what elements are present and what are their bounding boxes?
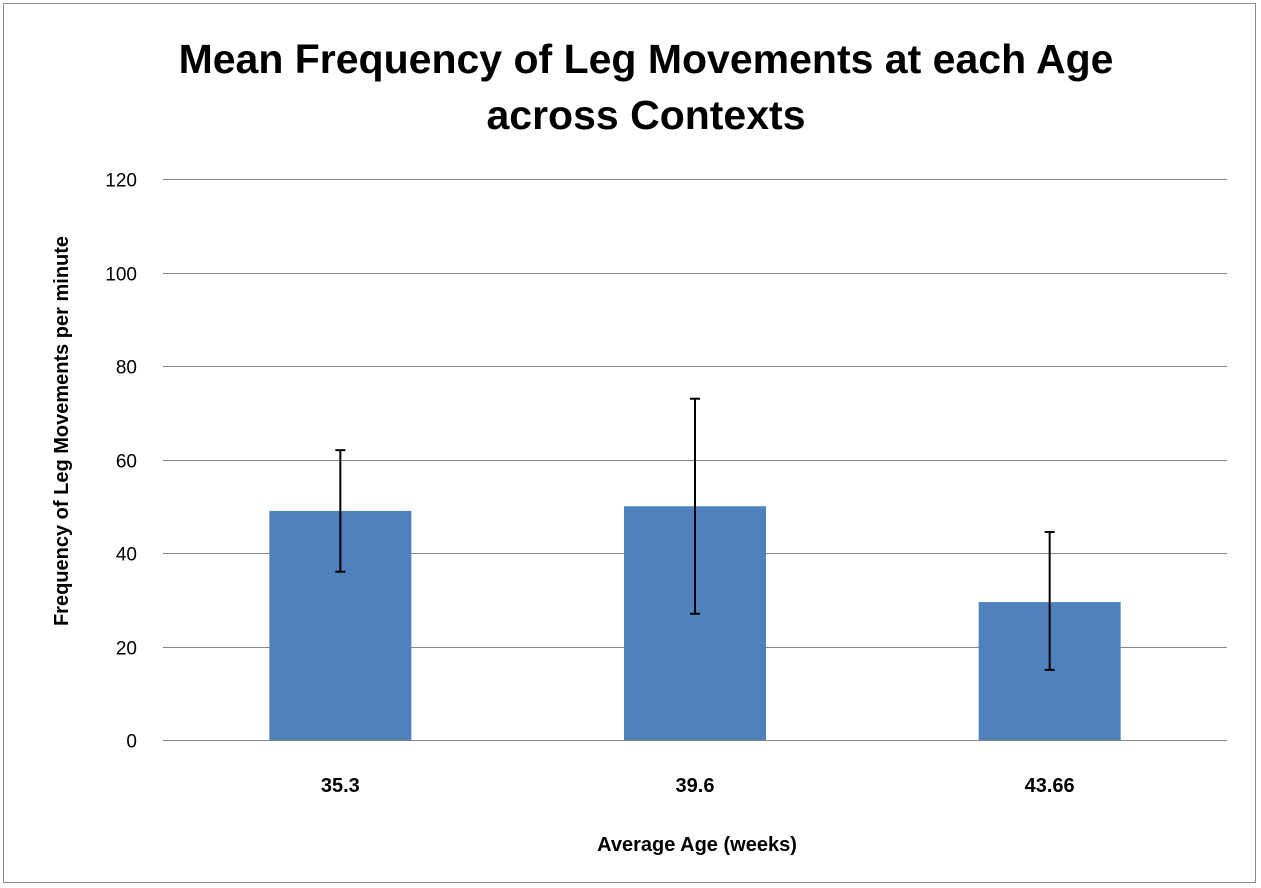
y-axis-tick-labels: 0 20 40 60 80 100 120 — [105, 171, 137, 753]
x-category-label: 43.66 — [1025, 775, 1075, 797]
y-axis-title: Frequency of Leg Movements per minute — [51, 236, 73, 626]
y-tick-label: 0 — [126, 732, 137, 753]
y-tick-label: 120 — [105, 171, 137, 192]
chart-title-line-2: across Contexts — [486, 92, 805, 138]
y-tick-label: 20 — [116, 639, 137, 660]
x-axis-category-labels: 35.3 39.6 43.66 — [321, 775, 1075, 797]
x-category-label: 35.3 — [321, 775, 360, 797]
y-tick-label: 100 — [105, 265, 137, 286]
x-axis-title: Average Age (weeks) — [597, 834, 797, 856]
y-tick-label: 40 — [116, 545, 137, 566]
error-bars — [335, 397, 1055, 671]
y-tick-label: 80 — [116, 358, 137, 379]
y-tick-label: 60 — [116, 452, 137, 473]
x-category-label: 39.6 — [676, 775, 715, 797]
chart-title-line-1: Mean Frequency of Leg Movements at each … — [179, 36, 1114, 82]
